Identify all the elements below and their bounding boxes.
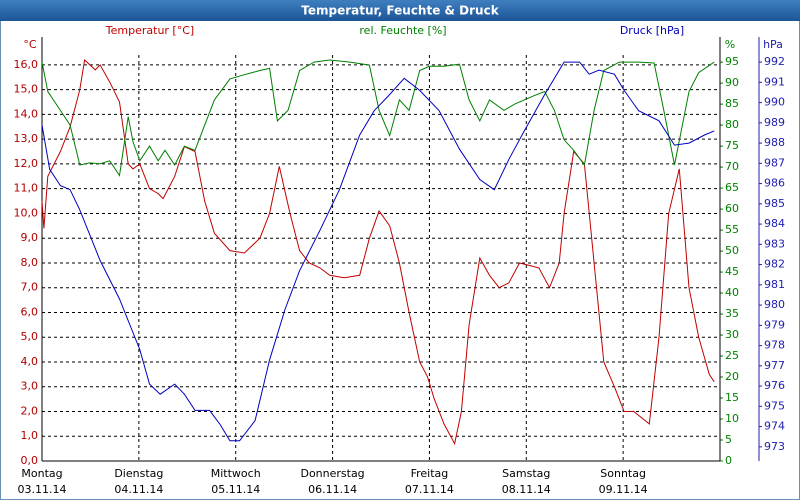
y2-tick-label: 80 xyxy=(725,118,739,131)
series-line xyxy=(41,59,715,177)
y-tick-label: 2,0 xyxy=(21,404,39,417)
y-tick-label: 15,0 xyxy=(14,83,39,96)
x-tick-label: Montag xyxy=(21,467,62,480)
y-tick-label: 11,0 xyxy=(14,182,39,195)
y3-tick-label: 986 xyxy=(764,177,785,190)
x-tick-date: 05.11.14 xyxy=(211,483,260,496)
x-tick-date: 04.11.14 xyxy=(114,483,163,496)
y3-tick-label: 984 xyxy=(764,217,785,230)
legend-label: rel. Feuchte [%] xyxy=(359,24,446,37)
y2-tick-label: 90 xyxy=(725,76,739,89)
y3-tick-label: 989 xyxy=(764,116,785,129)
x-tick-date: 07.11.14 xyxy=(405,483,454,496)
y2-tick-label: 5 xyxy=(725,433,732,446)
y3-tick-label: 982 xyxy=(764,258,785,271)
y3-tick-label: 990 xyxy=(764,96,785,109)
y2-tick-label: 30 xyxy=(725,328,739,341)
y3-tick-label: 992 xyxy=(764,55,785,68)
y2-tick-label: 0 xyxy=(725,454,732,467)
y3-axis-unit: hPa xyxy=(763,38,783,51)
y-tick-label: 16,0 xyxy=(14,58,39,71)
y3-tick-label: 987 xyxy=(764,156,785,169)
y2-tick-label: 25 xyxy=(725,349,739,362)
x-tick-label: Mittwoch xyxy=(211,467,261,480)
y-tick-label: 4,0 xyxy=(21,355,39,368)
y3-tick-label: 981 xyxy=(764,278,785,291)
y3-tick-label: 979 xyxy=(764,318,785,331)
y2-tick-label: 60 xyxy=(725,202,739,215)
y3-tick-label: 988 xyxy=(764,136,785,149)
y3-tick-label: 978 xyxy=(764,339,785,352)
y2-tick-label: 20 xyxy=(725,370,739,383)
y-axis-unit: °C xyxy=(23,38,37,51)
y3-tick-label: 985 xyxy=(764,197,785,210)
y2-tick-label: 75 xyxy=(725,139,739,152)
series-line xyxy=(41,61,715,442)
x-tick-label: Samstag xyxy=(502,467,550,480)
y-tick-label: 9,0 xyxy=(21,231,39,244)
y2-tick-label: 70 xyxy=(725,160,739,173)
legend-label: Temperatur [°C] xyxy=(105,24,194,37)
y-tick-label: 10,0 xyxy=(14,206,39,219)
y2-tick-label: 55 xyxy=(725,223,739,236)
x-tick-label: Freitag xyxy=(411,467,449,480)
x-tick-date: 06.11.14 xyxy=(308,483,357,496)
y3-tick-label: 973 xyxy=(764,440,785,453)
legend-label: Druck [hPa] xyxy=(620,24,684,37)
y-tick-label: 13,0 xyxy=(14,132,39,145)
y3-tick-label: 975 xyxy=(764,399,785,412)
x-tick-date: 03.11.14 xyxy=(18,483,67,496)
y-tick-label: 1,0 xyxy=(21,429,39,442)
y-tick-label: 0,0 xyxy=(21,454,39,467)
y3-tick-label: 980 xyxy=(764,298,785,311)
y-tick-label: 8,0 xyxy=(21,256,39,269)
y2-tick-label: 50 xyxy=(725,244,739,257)
y2-tick-label: 35 xyxy=(725,307,739,320)
y2-tick-label: 95 xyxy=(725,55,739,68)
y-tick-label: 12,0 xyxy=(14,157,39,170)
y2-axis-unit: % xyxy=(725,38,735,51)
y2-tick-label: 15 xyxy=(725,391,739,404)
y2-tick-label: 10 xyxy=(725,412,739,425)
title-bar xyxy=(0,0,800,21)
y2-tick-label: 40 xyxy=(725,286,739,299)
chart-title: Temperatur, Feuchte & Druck xyxy=(301,4,499,18)
y-tick-label: 5,0 xyxy=(21,330,39,343)
y3-tick-label: 976 xyxy=(764,379,785,392)
series-line xyxy=(41,58,715,446)
x-tick-label: Dienstag xyxy=(114,467,163,480)
y3-tick-label: 991 xyxy=(764,75,785,88)
x-tick-date: 09.11.14 xyxy=(599,483,648,496)
y3-tick-label: 974 xyxy=(764,420,785,433)
x-tick-date: 08.11.14 xyxy=(502,483,551,496)
y3-tick-label: 977 xyxy=(764,359,785,372)
y-tick-label: 6,0 xyxy=(21,305,39,318)
y-tick-label: 14,0 xyxy=(14,107,39,120)
y2-tick-label: 65 xyxy=(725,181,739,194)
y2-tick-label: 85 xyxy=(725,97,739,110)
y3-tick-label: 983 xyxy=(764,237,785,250)
y2-tick-label: 45 xyxy=(725,265,739,278)
x-tick-label: Donnerstag xyxy=(300,467,364,480)
y-tick-label: 3,0 xyxy=(21,380,39,393)
y-tick-label: 7,0 xyxy=(21,281,39,294)
x-tick-label: Sonntag xyxy=(600,467,646,480)
